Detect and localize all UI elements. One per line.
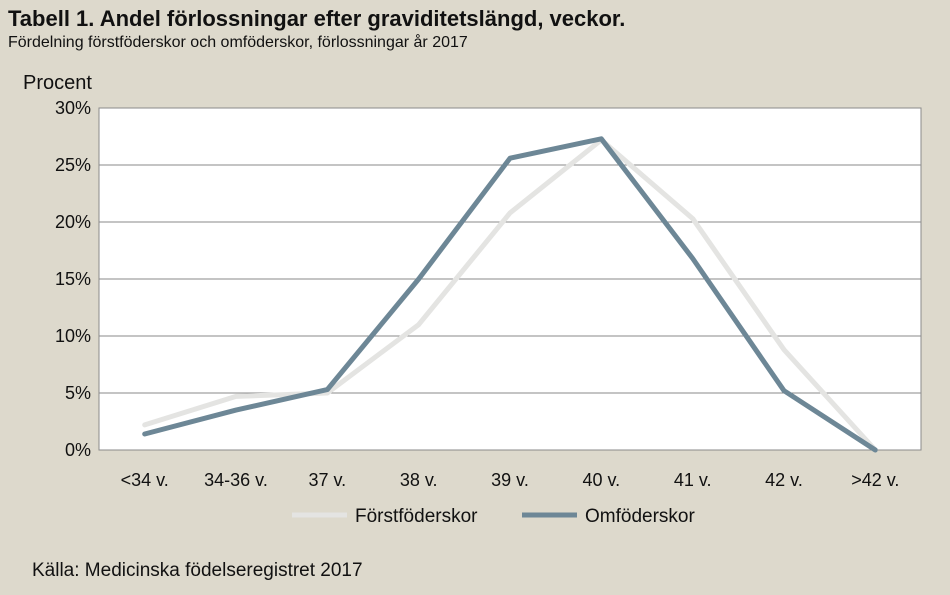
legend: Förstföderskor Omföderskor (292, 506, 695, 527)
x-tick-label: 37 v. (308, 470, 346, 490)
x-tick-label: 39 v. (491, 470, 529, 490)
x-tick-label: 34-36 v. (204, 470, 268, 490)
y-tick-label: 0% (65, 440, 91, 460)
y-tick-label: 15% (55, 269, 91, 289)
x-axis-ticks: <34 v. 34-36 v. 37 v. 38 v. 39 v. 40 v. 41 v. 4… (121, 470, 900, 490)
source-note: Källa: Medicinska födelseregistret 2017 (32, 560, 363, 581)
x-tick-label: 40 v. (582, 470, 620, 490)
series-line-1 (142, 137, 878, 453)
legend-label: Förstföderskor (355, 506, 478, 527)
y-tick-label: 5% (65, 383, 91, 403)
y-axis-label: Procent (23, 72, 92, 94)
x-tick-label: 41 v. (674, 470, 712, 490)
legend-label: Omföderskor (585, 506, 695, 527)
x-tick-label: 42 v. (765, 470, 803, 490)
y-tick-label: 25% (55, 155, 91, 175)
x-tick-label: 38 v. (400, 470, 438, 490)
series-lines (142, 136, 878, 453)
y-tick-label: 10% (55, 326, 91, 346)
y-axis-ticks: 0% 5% 10% 15% 20% 25% 30% (55, 98, 91, 460)
y-tick-label: 30% (55, 98, 91, 118)
series-line-2 (142, 136, 878, 453)
x-tick-label: <34 v. (121, 470, 169, 490)
chart-title: Tabell 1. Andel förlossningar efter grav… (8, 6, 626, 31)
y-tick-label: 20% (55, 212, 91, 232)
grid-lines (99, 164, 921, 394)
chart-subtitle: Fördelning förstföderskor och omfödersko… (8, 34, 468, 51)
x-tick-label: >42 v. (851, 470, 899, 490)
